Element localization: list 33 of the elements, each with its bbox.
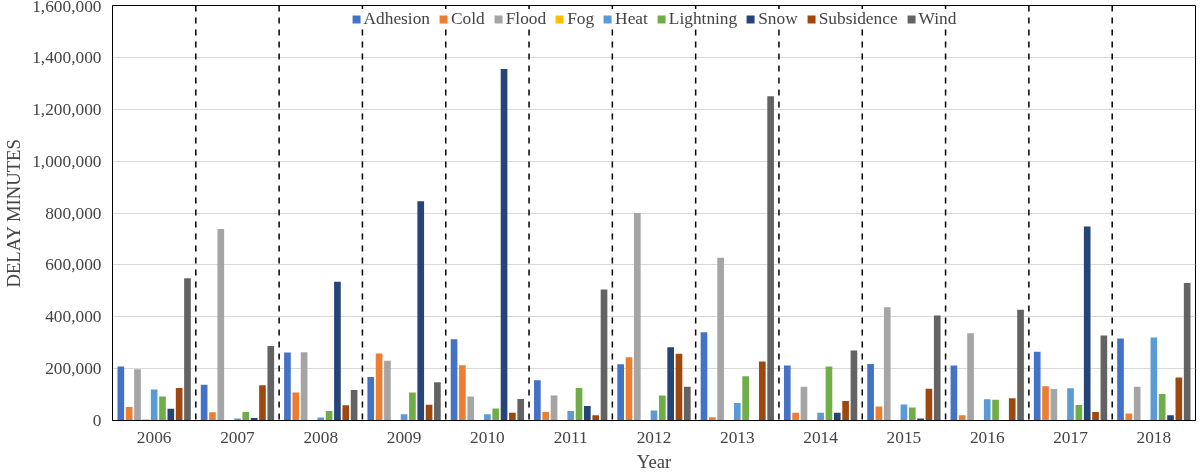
y-tick-label: 800,000 [45, 203, 102, 223]
legend-label: Cold [450, 9, 485, 29]
x-tick-label: 2016 [969, 427, 1005, 447]
y-tick-label: 200,000 [45, 359, 102, 379]
legend-label: Subsidence [818, 9, 898, 29]
legend-label: Wind [918, 9, 957, 29]
legend-label: Fog [567, 9, 595, 29]
legend-label: Snow [758, 9, 798, 29]
x-tick-label: 2008 [303, 427, 339, 447]
y-tick-label: 1,600,000 [32, 0, 102, 16]
x-tick-label: 2009 [386, 427, 422, 447]
legend-label: Heat [615, 9, 648, 29]
y-tick-label: 0 [92, 411, 102, 430]
x-tick-label: 2012 [636, 427, 672, 447]
x-axis-title: Year [636, 450, 672, 472]
x-tick-label: 2010 [470, 427, 505, 447]
y-tick-label: 400,000 [45, 307, 102, 327]
y-tick-label: 1,000,000 [32, 151, 102, 171]
x-tick-label: 2018 [1136, 427, 1172, 447]
legend-label: Adhesion [363, 9, 430, 29]
y-tick-label: 600,000 [45, 255, 102, 275]
y-axis-title: DELAY MINUTES [3, 139, 25, 288]
x-tick-label: 2013 [719, 427, 755, 447]
y-tick-label: 1,200,000 [32, 99, 102, 119]
x-tick-label: 2011 [553, 427, 588, 447]
x-tick-label: 2014 [803, 427, 839, 447]
legend-label: Flood [505, 9, 547, 29]
x-tick-label: 2006 [136, 427, 172, 447]
legend-label: Lightning [668, 9, 738, 29]
x-tick-label: 2017 [1053, 427, 1089, 447]
x-tick-label: 2015 [886, 427, 922, 447]
y-tick-label: 1,400,000 [32, 47, 102, 67]
x-tick-label: 2007 [220, 427, 256, 447]
